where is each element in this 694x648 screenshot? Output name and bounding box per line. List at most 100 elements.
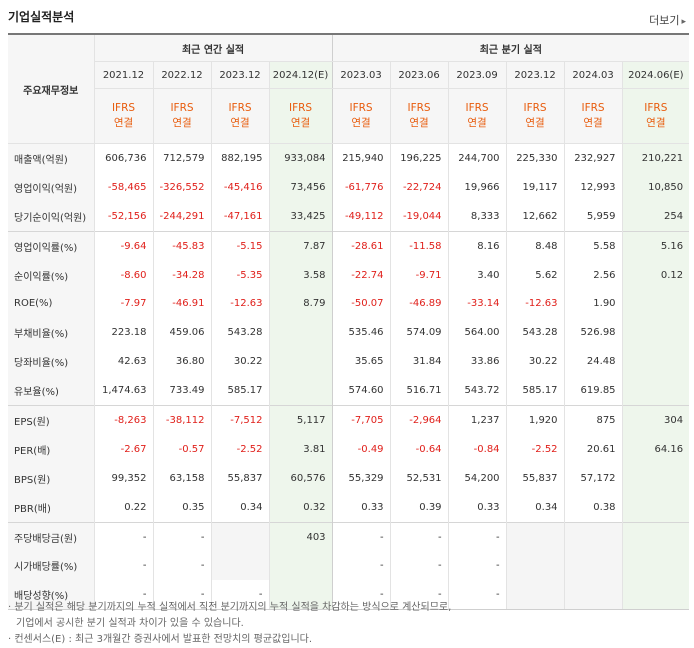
ifrs-label: IFRS (407, 102, 431, 114)
table-row: ROE(%) -7.97 -46.91 -12.63 8.79 -50.07 -46.89-… (8, 289, 690, 319)
table-cell: -326,552 (152, 172, 211, 202)
table-cell: 12,662 (505, 201, 565, 232)
table-cell: 5,959 (563, 201, 623, 232)
table-cell: 42.63 (93, 347, 153, 377)
table-cell: 543.28 (505, 318, 565, 348)
table-cell (563, 551, 623, 581)
table-cell: 712,579 (152, 143, 211, 173)
table-cell: 2.56 (563, 260, 623, 290)
note-line: · 컨센서스(E) : 최근 3개월간 증권사에서 발표한 전망치의 평균값입니… (8, 634, 313, 645)
table-cell: - (152, 521, 211, 552)
table-cell: 19,966 (447, 172, 507, 202)
more-label: 더보기 (649, 14, 680, 27)
period-header: 2023.06 (389, 61, 449, 89)
table-cell: -47,161 (210, 201, 269, 232)
row-label: EPS(원) (8, 405, 94, 435)
table-cell (210, 551, 269, 581)
corner-label: 주요재무정보 (8, 33, 94, 144)
consolidated-label: 연결 (113, 117, 134, 129)
period-header: 2024.06(E) (621, 61, 690, 89)
table-cell: 73,456 (268, 172, 333, 202)
table-cell: -0.57 (152, 434, 211, 464)
row-label: PBR(배) (8, 492, 94, 523)
row-label: 당기순이익(억원) (8, 201, 94, 232)
table-cell: 232,927 (563, 143, 623, 173)
table-cell: 36.80 (152, 347, 211, 377)
table-cell: 33.86 (447, 347, 507, 377)
consolidated-label: 연결 (230, 117, 250, 129)
table-cell: -52,156 (93, 201, 153, 232)
table-cell: 210,221 (621, 143, 690, 173)
more-link[interactable]: 더보기 ▸ (649, 12, 686, 28)
table-cell: 733.49 (152, 376, 211, 406)
ifrs-standard-label: IFRS 연결 (331, 88, 391, 144)
table-cell: 875 (563, 405, 623, 435)
table-cell: 0.22 (93, 492, 153, 523)
period-header: 2021.12 (93, 61, 153, 89)
table-cell: 5.16 (621, 230, 690, 261)
table-cell: -34.28 (152, 260, 211, 290)
table-cell (621, 521, 690, 552)
table-cell (621, 376, 690, 406)
table-cell: -58,465 (93, 172, 153, 202)
notes: · 분기 실적은 해당 분기까지의 누적 실적에서 직전 분기까지의 누적 실적… (8, 600, 451, 648)
table-cell: 244,700 (447, 143, 507, 173)
table-cell: 12,993 (563, 172, 623, 202)
table-cell: 57,172 (563, 463, 623, 493)
table-cell: -8.60 (93, 260, 153, 290)
table-cell: 31.84 (389, 347, 449, 377)
table-row: 매출액(억원) 606,736 712,579 882,195 933,084 215,9… (8, 143, 690, 173)
table-cell: 52,531 (389, 463, 449, 493)
table-cell (621, 289, 690, 319)
table-cell: 20.61 (563, 434, 623, 464)
table-cell: - (331, 551, 391, 581)
table-cell: 254 (621, 201, 690, 232)
consolidated-label: 연결 (525, 117, 545, 129)
table-cell: 0.34 (505, 492, 565, 523)
table-cell: - (152, 551, 211, 581)
ifrs-label: IFRS (170, 102, 194, 114)
ifrs-standard-label: IFRS 연결 (563, 88, 623, 144)
ifrs-standard-label: IFRS 연결 (447, 88, 507, 144)
consolidated-label: 연결 (646, 117, 666, 129)
table-cell (563, 521, 623, 552)
table-cell: - (389, 551, 449, 581)
table-cell: 0.39 (389, 492, 449, 523)
ifrs-label: IFRS (228, 102, 252, 114)
table-cell: -244,291 (152, 201, 211, 232)
table-cell: 0.35 (152, 492, 211, 523)
table-cell: - (331, 580, 391, 611)
table-cell: 1.90 (563, 289, 623, 319)
table-cell: 574.09 (389, 318, 449, 348)
table-cell: - (210, 580, 269, 611)
table-cell: -19,044 (389, 201, 449, 232)
table-cell: 8.79 (268, 289, 333, 319)
ifrs-standard-label: IFRS 연결 (389, 88, 449, 144)
table-cell: - (389, 521, 449, 552)
table-cell: -45,416 (210, 172, 269, 202)
consolidated-label: 연결 (172, 117, 192, 129)
table-cell: 60,576 (268, 463, 333, 493)
table-cell: 585.17 (210, 376, 269, 406)
table-cell: -45.83 (152, 230, 211, 261)
table-cell: -2.52 (505, 434, 565, 464)
table-cell: 5.62 (505, 260, 565, 290)
ifrs-standard-label: IFRS 연결 (268, 88, 333, 144)
row-label: 영업이익(억원) (8, 172, 94, 202)
row-label: 매출액(억원) (8, 143, 94, 173)
table-cell: 8,333 (447, 201, 507, 232)
table-cell: -9.64 (93, 230, 153, 261)
table-cell: -0.64 (389, 434, 449, 464)
table-cell: 0.33 (331, 492, 391, 523)
table-cell: 882,195 (210, 143, 269, 173)
section-title: 기업실적분석 (8, 10, 75, 24)
table-cell (268, 551, 333, 581)
table-cell: 99,352 (93, 463, 153, 493)
annual-group-header: 최근 연간 실적 (93, 33, 333, 62)
table-row: EPS(원) -8,263 -38,112 -7,512 5,117 -7,705 -2,9… (8, 405, 690, 435)
period-header: 2023.09 (447, 61, 507, 89)
table-cell: 574.60 (331, 376, 391, 406)
table-cell: 0.38 (563, 492, 623, 523)
table-row: 영업이익(억원) -58,465 -326,552 -45,416 73,456 -61,… (8, 172, 690, 202)
ifrs-label: IFRS (644, 102, 668, 114)
